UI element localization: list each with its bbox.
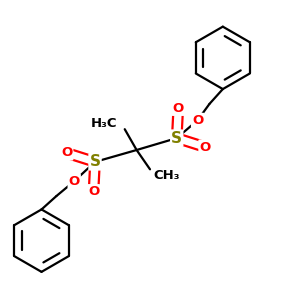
Text: O: O	[200, 140, 211, 154]
Text: CH₃: CH₃	[153, 169, 179, 182]
Text: S: S	[171, 130, 182, 146]
Text: O: O	[192, 114, 203, 127]
Text: O: O	[88, 185, 99, 198]
Text: H₃C: H₃C	[91, 117, 117, 130]
Text: O: O	[69, 175, 80, 188]
Text: O: O	[61, 146, 72, 160]
Text: O: O	[172, 102, 184, 115]
Text: S: S	[89, 154, 100, 169]
